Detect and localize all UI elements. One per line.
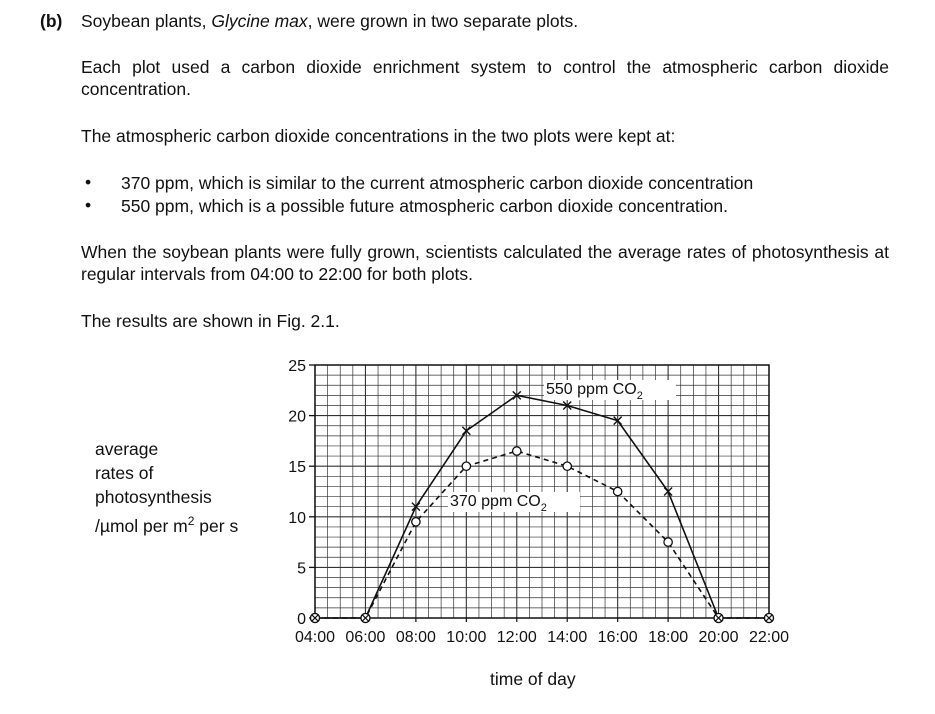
- y-unit-sup: 2: [187, 514, 195, 528]
- intro-sentence: Soybean plants, Glycine max, were grown …: [81, 10, 901, 32]
- bullet-550: 550 ppm, which is a possible future atmo…: [121, 196, 729, 216]
- series-label-main: 550 ppm CO: [546, 381, 637, 398]
- y-tick-label: 15: [288, 459, 306, 476]
- x-tick-label: 06:00: [345, 629, 385, 646]
- y-tick-label: 25: [288, 358, 306, 375]
- data-point-circle: [612, 486, 623, 497]
- plot-frame: [314, 364, 770, 619]
- series-label-bg: [544, 380, 676, 400]
- y-axis-label-line-1: average: [95, 439, 159, 459]
- y-tick-label: 10: [288, 510, 306, 527]
- paragraph-results: The results are shown in Fig. 2.1.: [81, 311, 340, 331]
- data-point-cross: [562, 400, 572, 410]
- data-point-cross: [512, 390, 522, 400]
- y-axis-label-line-2: rates of: [95, 463, 154, 483]
- y-tick-label: 0: [297, 611, 306, 628]
- data-point-zero-cross: [765, 614, 773, 622]
- intro-before: Soybean plants,: [81, 11, 212, 31]
- bullet-dot-2: •: [85, 195, 92, 215]
- data-point-zero-cross: [311, 614, 319, 622]
- series-label-550: 550 ppm CO2: [546, 381, 643, 402]
- y-axis-label: average rates of photosynthesis /µmol pe…: [95, 437, 238, 538]
- series-line: [315, 394, 769, 619]
- data-point-circle: [411, 517, 421, 527]
- bullet-370: 370 ppm, which is similar to the current…: [121, 173, 754, 193]
- data-point-cross: [663, 487, 673, 496]
- data-point-cross: [411, 502, 421, 512]
- data-point-cross: [461, 426, 471, 436]
- x-tick-label: 16:00: [598, 629, 638, 646]
- series-label-main: 370 ppm CO: [450, 493, 541, 510]
- x-tick-label: 18:00: [648, 629, 688, 646]
- x-tick-label: 20:00: [699, 629, 739, 646]
- x-tick-label: 14:00: [547, 629, 587, 646]
- intro-after: , were grown in two separate plots.: [307, 11, 579, 31]
- data-point-cross: [613, 416, 623, 426]
- bullet-dot-1: •: [85, 172, 92, 192]
- data-point-circle: [562, 461, 573, 472]
- y-axis-label-unit: /µmol per m2 per s: [95, 509, 238, 538]
- series-370ppm: [309, 446, 775, 624]
- y-axis-label-line-3: photosynthesis: [95, 487, 212, 507]
- paragraph-concentrations: The atmospheric carbon dioxide concentra…: [81, 126, 676, 146]
- series-label-370: 370 ppm CO2: [450, 493, 547, 514]
- data-point-circle: [461, 461, 472, 472]
- x-tick-label: 22:00: [749, 629, 789, 646]
- y-unit-suffix: per s: [194, 515, 239, 536]
- x-tick-label: 08:00: [396, 629, 436, 646]
- series-label-subscript: 2: [637, 390, 643, 402]
- series-label-subscript: 2: [541, 502, 547, 514]
- data-point-zero-cross: [714, 614, 723, 622]
- paragraph-enrichment: Each plot used a carbon dioxide enrichme…: [81, 57, 889, 99]
- species-name: Glycine max: [211, 11, 308, 31]
- data-point-zero-cross: [361, 614, 370, 622]
- data-point-circle: [663, 537, 673, 547]
- series-label-bg: [448, 492, 580, 512]
- paragraph-method: When the soybean plants were fully grown…: [81, 242, 889, 284]
- x-axis-label: time of day: [490, 669, 576, 689]
- data-point-circle: [511, 446, 522, 456]
- y-unit-prefix: /µmol per m: [95, 515, 188, 536]
- y-tick-label: 20: [288, 409, 306, 426]
- x-tick-label: 04:00: [295, 629, 335, 646]
- x-tick-label: 10:00: [446, 629, 486, 646]
- x-tick-label: 12:00: [497, 629, 537, 646]
- question-part-label: (b): [40, 11, 63, 31]
- y-tick-label: 5: [297, 560, 306, 577]
